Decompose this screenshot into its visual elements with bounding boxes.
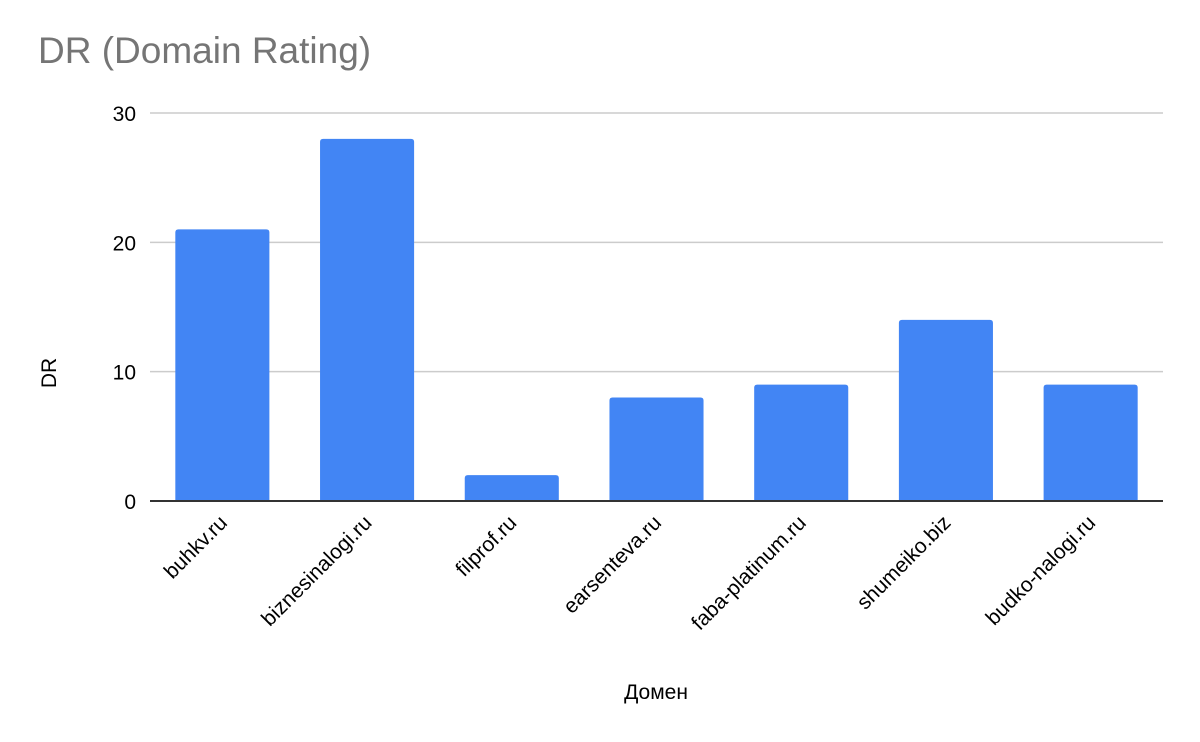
bar-filprof-ru: [464, 475, 559, 501]
bar-earsenteva-ru: [609, 397, 704, 501]
y-tick-label: 20: [113, 232, 136, 255]
bar-biznesinalogi-ru: [320, 138, 415, 501]
x-tick-labels: buhkv.ru biznesinalogi.ru filprof.ru earsen…: [160, 511, 1100, 635]
x-tick-label: budko-nalogi.ru: [982, 511, 1101, 630]
gridlines: [150, 112, 1163, 373]
y-tick-label: 30: [113, 103, 136, 126]
bar-shumeiko-biz: [898, 319, 993, 501]
bar-budko-nalogi-ru: [1043, 384, 1138, 501]
y-axis-title: DR: [38, 358, 61, 388]
x-tick-label: earsenteva.ru: [559, 511, 666, 618]
y-tick-label: 0: [124, 491, 136, 514]
y-tick-labels: 0 10 20 30: [113, 103, 136, 514]
x-tick-label: shumeiko.biz: [853, 511, 956, 614]
x-axis-title: Домен: [624, 681, 688, 704]
x-tick-label: filprof.ru: [451, 511, 521, 581]
chart-title: DR (Domain Rating): [38, 30, 372, 71]
bars: [175, 138, 1138, 501]
bar-faba-platinum-ru: [754, 384, 849, 501]
x-tick-label: biznesinalogi.ru: [257, 511, 376, 630]
x-tick-label: buhkv.ru: [160, 511, 232, 583]
y-tick-label: 10: [113, 362, 136, 385]
bar-buhkv-ru: [175, 229, 270, 501]
x-tick-label: faba-platinum.ru: [687, 511, 811, 635]
